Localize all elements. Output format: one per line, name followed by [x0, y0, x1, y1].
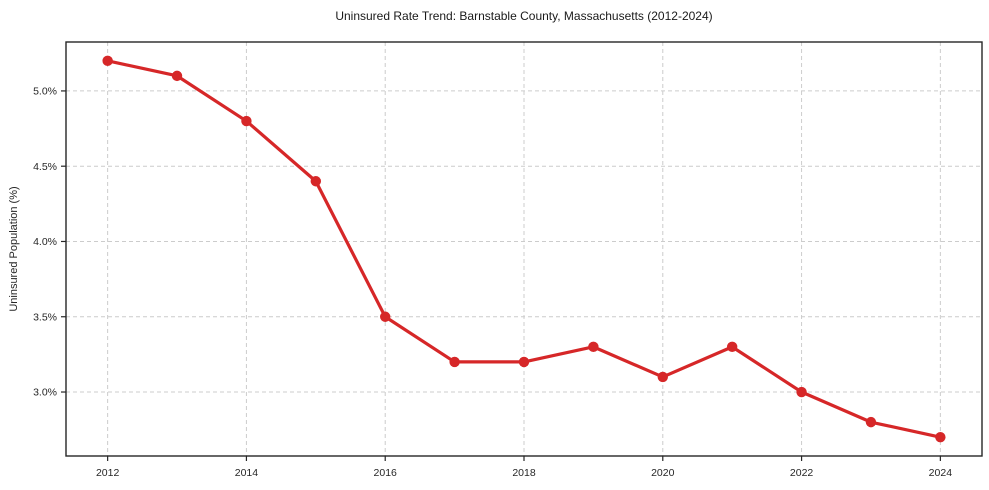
- x-tick-label: 2014: [235, 467, 259, 479]
- x-tick-label: 2020: [651, 467, 675, 479]
- plot-border: [65, 41, 983, 457]
- x-tick-label: 2016: [374, 467, 398, 479]
- x-tick-label: 2018: [512, 467, 536, 479]
- data-point-2021: [726, 341, 738, 353]
- data-point-2018: [518, 356, 530, 368]
- x-tick-label: 2024: [929, 467, 953, 479]
- data-point-2012: [102, 55, 113, 67]
- data-point-2017: [449, 356, 460, 368]
- y-tick-label: 4.5%: [33, 161, 57, 173]
- data-point-2022: [796, 386, 807, 398]
- y-tick-label: 3.5%: [33, 311, 57, 323]
- data-point-2020: [657, 371, 668, 383]
- data-point-2024: [935, 431, 946, 443]
- x-tick-label: 2022: [790, 467, 814, 479]
- x-tick-label: 2012: [96, 467, 120, 479]
- y-tick-label: 4.0%: [33, 236, 57, 248]
- data-point-2016: [380, 311, 391, 322]
- data-point-2015: [310, 176, 322, 187]
- chart-title: Uninsured Rate Trend: Barnstable County,…: [335, 9, 713, 23]
- y-tick-label: 3.0%: [33, 387, 57, 399]
- data-point-2023: [865, 416, 877, 428]
- data-point-2014: [241, 115, 252, 127]
- data-point-2019: [588, 341, 599, 353]
- data-point-2013: [171, 70, 183, 82]
- y-tick-label: 5.0%: [33, 86, 57, 98]
